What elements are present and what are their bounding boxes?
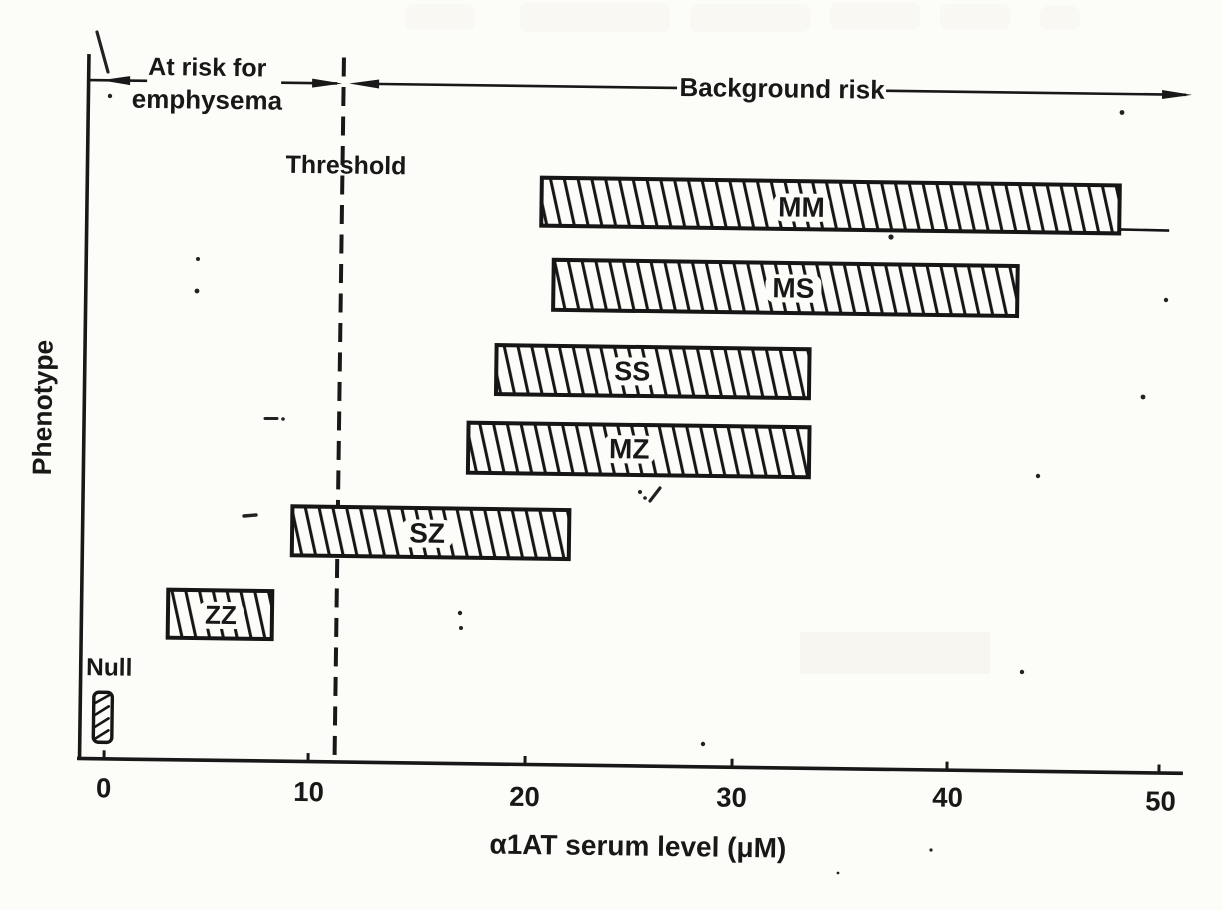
svg-text:Background risk: Background risk <box>679 72 885 105</box>
svg-text:Phenotype: Phenotype <box>27 340 59 476</box>
svg-text:emphysema: emphysema <box>132 84 283 116</box>
svg-text:30: 30 <box>716 782 747 813</box>
svg-text:SS: SS <box>614 356 650 386</box>
svg-text:50: 50 <box>1145 785 1176 816</box>
svg-text:At risk for: At risk for <box>148 53 267 83</box>
svg-text:SZ: SZ <box>409 517 445 548</box>
svg-text:Threshold: Threshold <box>285 151 406 181</box>
svg-text:α1AT serum level (μM): α1AT serum level (μM) <box>489 829 786 864</box>
svg-text:20: 20 <box>509 781 540 812</box>
svg-text:MS: MS <box>772 272 814 304</box>
svg-text:MM: MM <box>778 191 825 223</box>
svg-text:MZ: MZ <box>609 433 650 465</box>
svg-text:10: 10 <box>293 776 324 807</box>
svg-text:0: 0 <box>96 772 112 803</box>
svg-text:Null: Null <box>86 654 133 682</box>
svg-text:ZZ: ZZ <box>205 600 237 630</box>
svg-text:40: 40 <box>932 781 963 812</box>
